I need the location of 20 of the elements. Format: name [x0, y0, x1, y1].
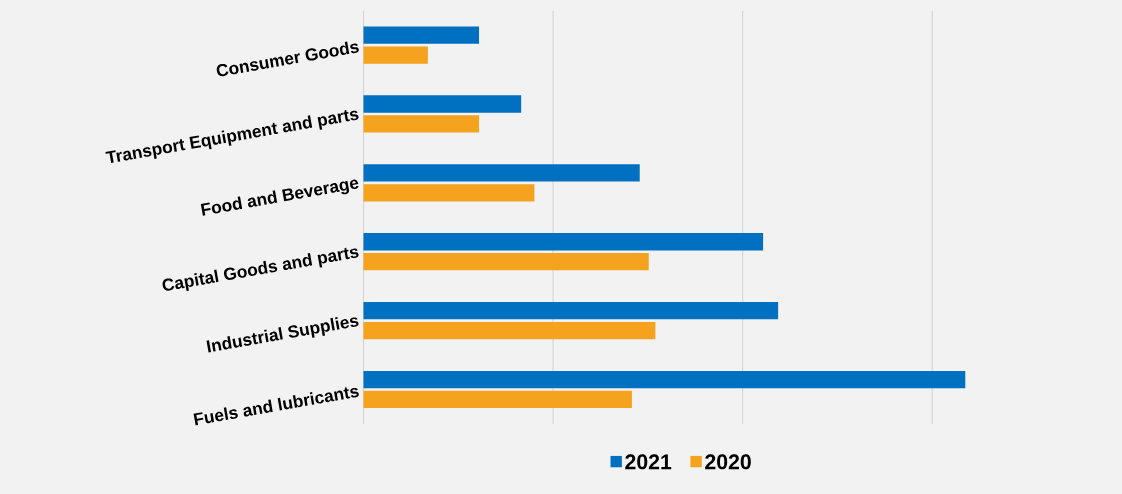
bar [363, 164, 640, 182]
bar [363, 95, 522, 113]
bar [363, 115, 480, 133]
y-tick-label: Transport Equipment and parts [105, 109, 359, 163]
bar [363, 26, 480, 44]
bar [363, 184, 535, 202]
bar [363, 390, 632, 408]
bar [363, 321, 656, 340]
bar [363, 232, 764, 251]
y-tick-label: Industrial Supplies [206, 316, 359, 353]
bar [363, 46, 428, 64]
y-tick-label: Food and Beverage [200, 179, 359, 216]
y-tick-label: Fuels and lubricants [193, 387, 359, 426]
bar [363, 252, 649, 271]
y-tick-label: Consumer Goods [216, 41, 359, 77]
legend-label: 2020 [705, 454, 751, 470]
legend-label: 2021 [625, 454, 672, 470]
bar [363, 370, 966, 388]
bar [363, 301, 779, 320]
y-tick-label: Capital Goods and parts [162, 247, 359, 291]
